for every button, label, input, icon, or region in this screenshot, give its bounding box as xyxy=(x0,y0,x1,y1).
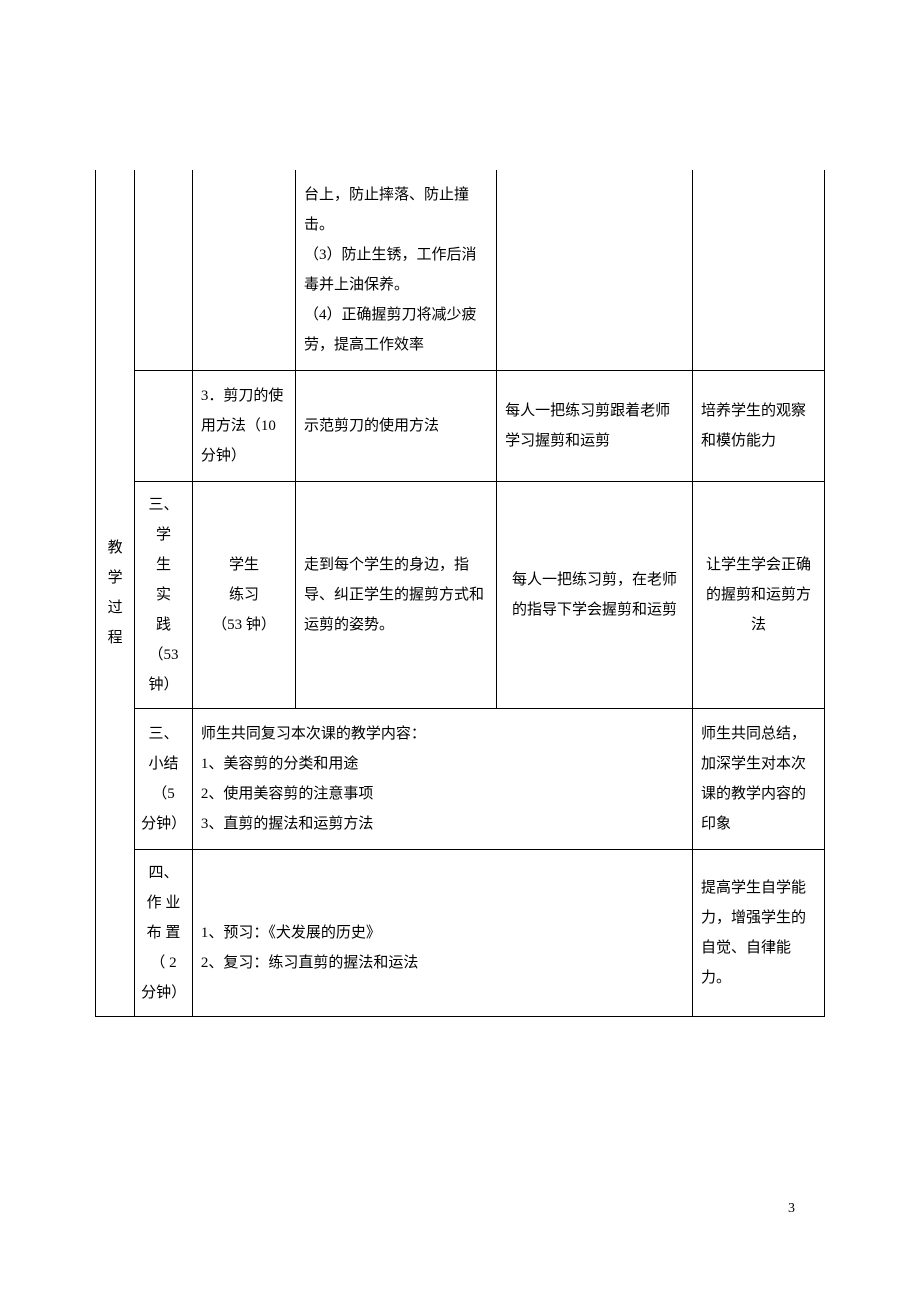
step-cell xyxy=(192,170,295,371)
stage-cell: 三、学生实践（53钟） xyxy=(135,482,193,709)
student-activity-text: 每人一把练习剪跟着老师学习握剪和运剪 xyxy=(505,403,670,449)
table-row: 四、作 业布 置（ 2分钟） 1、预习：《犬发展的历史》2、复习：练习直剪的握法… xyxy=(96,850,825,1017)
intent-cell xyxy=(692,170,824,371)
teacher-activity-text: 示范剪刀的使用方法 xyxy=(304,418,439,434)
page-number: 3 xyxy=(788,1201,795,1217)
intent-cell: 提高学生自学能力，增强学生的自觉、自律能力。 xyxy=(692,850,824,1017)
student-activity-cell: 每人一把练习剪跟着老师学习握剪和运剪 xyxy=(497,371,693,482)
lesson-plan-table: 教学过程 台上，防止摔落、防止撞击。（3）防止生锈，工作后消毒并上油保养。（4）… xyxy=(95,170,825,1017)
stage-cell xyxy=(135,170,193,371)
step-cell: 学生练习（53 钟） xyxy=(192,482,295,709)
intent-text: 让学生学会正确的握剪和运剪方法 xyxy=(706,557,811,633)
merged-content-cell: 1、预习：《犬发展的历史》2、复习：练习直剪的握法和运法 xyxy=(192,850,692,1017)
teacher-activity-cell: 走到每个学生的身边，指导、纠正学生的握剪方式和运剪的姿势。 xyxy=(296,482,497,709)
table-row: 三、小结（5分钟） 师生共同复习本次课的教学内容：1、美容剪的分类和用途2、使用… xyxy=(96,709,825,850)
student-activity-cell xyxy=(497,170,693,371)
step-cell: 3．剪刀的使用方法（10 分钟） xyxy=(192,371,295,482)
sidebar-label: 教学过程 xyxy=(102,533,128,653)
table-row: 教学过程 台上，防止摔落、防止撞击。（3）防止生锈，工作后消毒并上油保养。（4）… xyxy=(96,170,825,371)
intent-text: 师生共同总结，加深学生对本次课的教学内容的印象 xyxy=(701,726,806,832)
intent-cell: 培养学生的观察和模仿能力 xyxy=(692,371,824,482)
sidebar-label-cell: 教学过程 xyxy=(96,170,135,1017)
intent-cell: 师生共同总结，加深学生对本次课的教学内容的印象 xyxy=(692,709,824,850)
student-activity-text: 每人一把练习剪，在老师的指导下学会握剪和运剪 xyxy=(512,572,677,618)
page-number-text: 3 xyxy=(788,1201,795,1216)
stage-cell: 三、小结（5分钟） xyxy=(135,709,193,850)
table-row: 三、学生实践（53钟） 学生练习（53 钟） 走到每个学生的身边，指导、纠正学生… xyxy=(96,482,825,709)
table-row: 3．剪刀的使用方法（10 分钟） 示范剪刀的使用方法 每人一把练习剪跟着老师学习… xyxy=(96,371,825,482)
merged-content-cell: 师生共同复习本次课的教学内容：1、美容剪的分类和用途2、使用美容剪的注意事项3、… xyxy=(192,709,692,850)
intent-cell: 让学生学会正确的握剪和运剪方法 xyxy=(692,482,824,709)
stage-cell xyxy=(135,371,193,482)
stage-cell: 四、作 业布 置（ 2分钟） xyxy=(135,850,193,1017)
intent-text: 提高学生自学能力，增强学生的自觉、自律能力。 xyxy=(701,880,806,986)
teacher-activity-text: 走到每个学生的身边，指导、纠正学生的握剪方式和运剪的姿势。 xyxy=(304,557,484,633)
document-page: 教学过程 台上，防止摔落、防止撞击。（3）防止生锈，工作后消毒并上油保养。（4）… xyxy=(0,0,920,1017)
intent-text: 培养学生的观察和模仿能力 xyxy=(701,403,806,449)
teacher-activity-cell: 台上，防止摔落、防止撞击。（3）防止生锈，工作后消毒并上油保养。（4）正确握剪刀… xyxy=(296,170,497,371)
student-activity-cell: 每人一把练习剪，在老师的指导下学会握剪和运剪 xyxy=(497,482,693,709)
teacher-activity-cell: 示范剪刀的使用方法 xyxy=(296,371,497,482)
